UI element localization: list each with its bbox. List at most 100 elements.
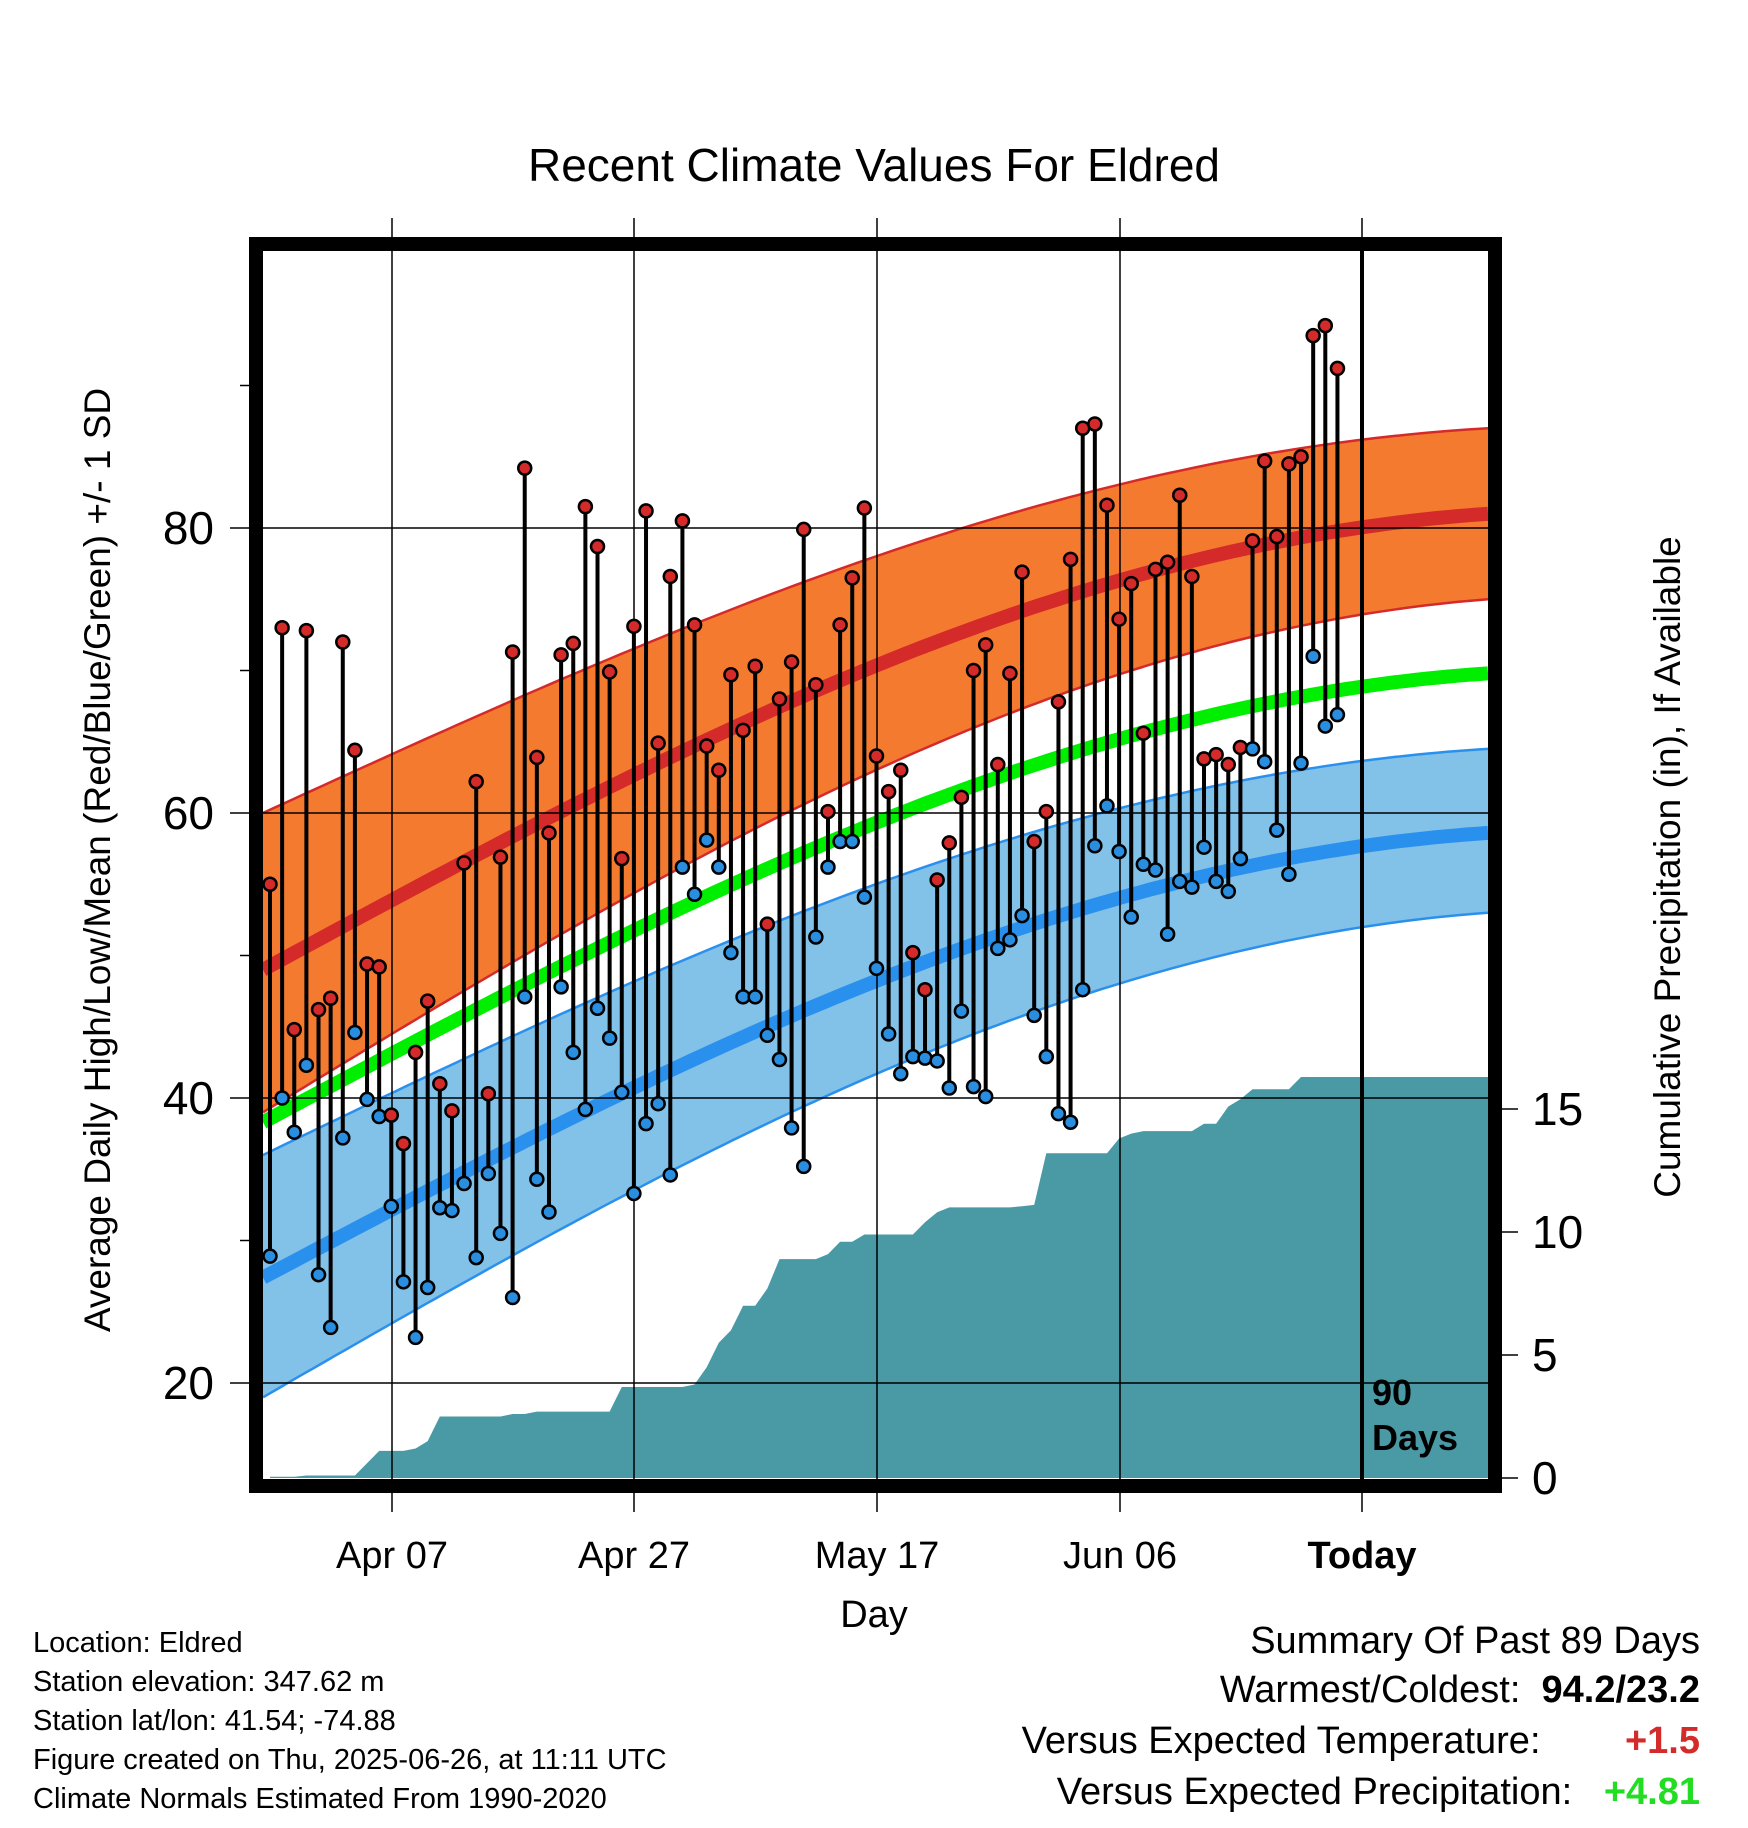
daily-low-point — [917, 1050, 933, 1066]
daily-low-point — [274, 1090, 290, 1106]
summary-precip-label: Versus Expected Precipitation: — [1056, 1771, 1573, 1813]
daily-low-point — [1111, 843, 1127, 860]
daily-high-point — [832, 617, 848, 633]
info-normals: Climate Normals Estimated From 1990-2020 — [33, 1783, 607, 1815]
daily-low-point — [1038, 1048, 1055, 1065]
daily-high-point — [905, 944, 921, 961]
summary-temp-value: +1.5 — [1624, 1720, 1700, 1762]
daily-high-point — [1184, 568, 1200, 585]
daily-low-point — [1184, 879, 1200, 895]
daily-high-point — [674, 513, 691, 529]
daily-low-point — [1147, 862, 1164, 878]
daily-low-point — [504, 1289, 521, 1306]
summary-precip-value: +4.81 — [1603, 1771, 1700, 1813]
daily-low-point — [589, 1000, 606, 1016]
daily-high-point — [1147, 561, 1164, 578]
daily-high-point — [601, 664, 618, 680]
daily-high-point — [953, 789, 970, 806]
daily-low-point — [1074, 981, 1091, 998]
daily-low-point — [856, 889, 873, 905]
x-tick-label: Today — [1307, 1535, 1416, 1577]
x-axis-label: Day — [840, 1594, 908, 1636]
daily-high-point — [1305, 327, 1321, 344]
daily-high-point — [419, 993, 436, 1009]
daily-low-point — [1256, 753, 1273, 770]
daily-low-point — [553, 979, 569, 995]
daily-high-point — [868, 748, 885, 764]
info-location: Location: Eldred — [33, 1627, 243, 1659]
daily-low-point — [941, 1080, 958, 1096]
daily-high-point — [1135, 725, 1152, 741]
daily-low-point — [456, 1175, 472, 1192]
y2-axis-label: Cumulative Precipitation (in), If Availa… — [1647, 536, 1688, 1198]
x-tick-label: Jun 06 — [1063, 1535, 1177, 1577]
daily-high-point — [1099, 497, 1115, 513]
y-tick-label: 40 — [163, 1072, 214, 1124]
daily-low-point — [1244, 741, 1261, 757]
daily-low-point — [1281, 866, 1297, 883]
daily-low-point — [965, 1078, 982, 1095]
daily-low-point — [1269, 822, 1285, 838]
daily-low-point — [1123, 909, 1139, 925]
daily-high-point — [844, 570, 860, 586]
daily-high-point — [529, 749, 545, 766]
daily-low-point — [516, 989, 533, 1005]
daily-high-point — [589, 538, 606, 555]
daily-high-point — [662, 568, 679, 585]
daily-high-point — [274, 620, 290, 636]
y2-tick-label: 0 — [1532, 1452, 1558, 1504]
daily-high-point — [298, 622, 315, 639]
normal-low-line — [263, 825, 1488, 1284]
daily-high-point — [929, 872, 945, 888]
daily-high-point — [444, 1103, 460, 1119]
x-tick-label: Apr 07 — [336, 1535, 448, 1577]
daily-high-point — [1208, 746, 1224, 763]
daily-low-point — [711, 859, 727, 875]
daily-low-point — [893, 1066, 909, 1082]
daily-high-point — [820, 803, 836, 820]
daily-low-point — [977, 1088, 994, 1105]
daily-high-point — [856, 500, 873, 516]
daily-low-point — [322, 1319, 339, 1336]
daily-high-point — [262, 876, 278, 892]
y2-tick-label: 15 — [1532, 1083, 1583, 1135]
daily-low-point — [1050, 1105, 1067, 1122]
daily-high-point — [1111, 611, 1127, 627]
daily-high-point — [1062, 551, 1079, 568]
daily-high-point — [626, 618, 642, 635]
daily-high-point — [456, 855, 472, 871]
daily-low-point — [808, 929, 824, 945]
daily-high-point — [1087, 416, 1103, 432]
daily-high-point — [771, 691, 788, 707]
daily-high-point — [990, 756, 1006, 773]
daily-high-point — [795, 521, 812, 538]
daily-low-point — [674, 859, 691, 875]
info-created: Figure created on Thu, 2025-06-26, at 11… — [33, 1744, 667, 1776]
daily-high-point — [1281, 456, 1297, 472]
daily-low-point — [310, 1266, 327, 1283]
summary-warmest-value: 94.2/23.2 — [1541, 1669, 1700, 1711]
info-elevation: Station elevation: 347.62 m — [33, 1666, 385, 1698]
daily-high-point — [1159, 554, 1176, 570]
daily-high-point — [1050, 694, 1067, 710]
daily-low-point — [1305, 648, 1321, 664]
daily-low-point — [492, 1225, 509, 1242]
daily-high-point — [504, 644, 521, 660]
daily-low-point — [1232, 850, 1249, 867]
daily-low-point — [747, 989, 763, 1005]
daily-high-point — [577, 498, 594, 515]
daily-low-point — [529, 1171, 545, 1187]
x-tick-label: May 17 — [815, 1535, 940, 1577]
daily-high-point — [432, 1076, 448, 1092]
normal-low-band-lower-edge — [263, 911, 1488, 1399]
daily-low-point — [1026, 1007, 1042, 1024]
daily-low-point — [614, 1084, 630, 1101]
daily-high-point — [1038, 803, 1055, 820]
daily-low-point — [407, 1329, 424, 1346]
summary-temp: Versus Expected Temperature: +1.5 — [1022, 1720, 1700, 1763]
daily-low-point — [1220, 883, 1237, 900]
summary-heading: Summary Of Past 89 Days — [1250, 1620, 1700, 1662]
daily-high-point — [880, 783, 897, 800]
daily-low-point — [880, 1026, 897, 1042]
daily-high-point — [638, 503, 654, 519]
